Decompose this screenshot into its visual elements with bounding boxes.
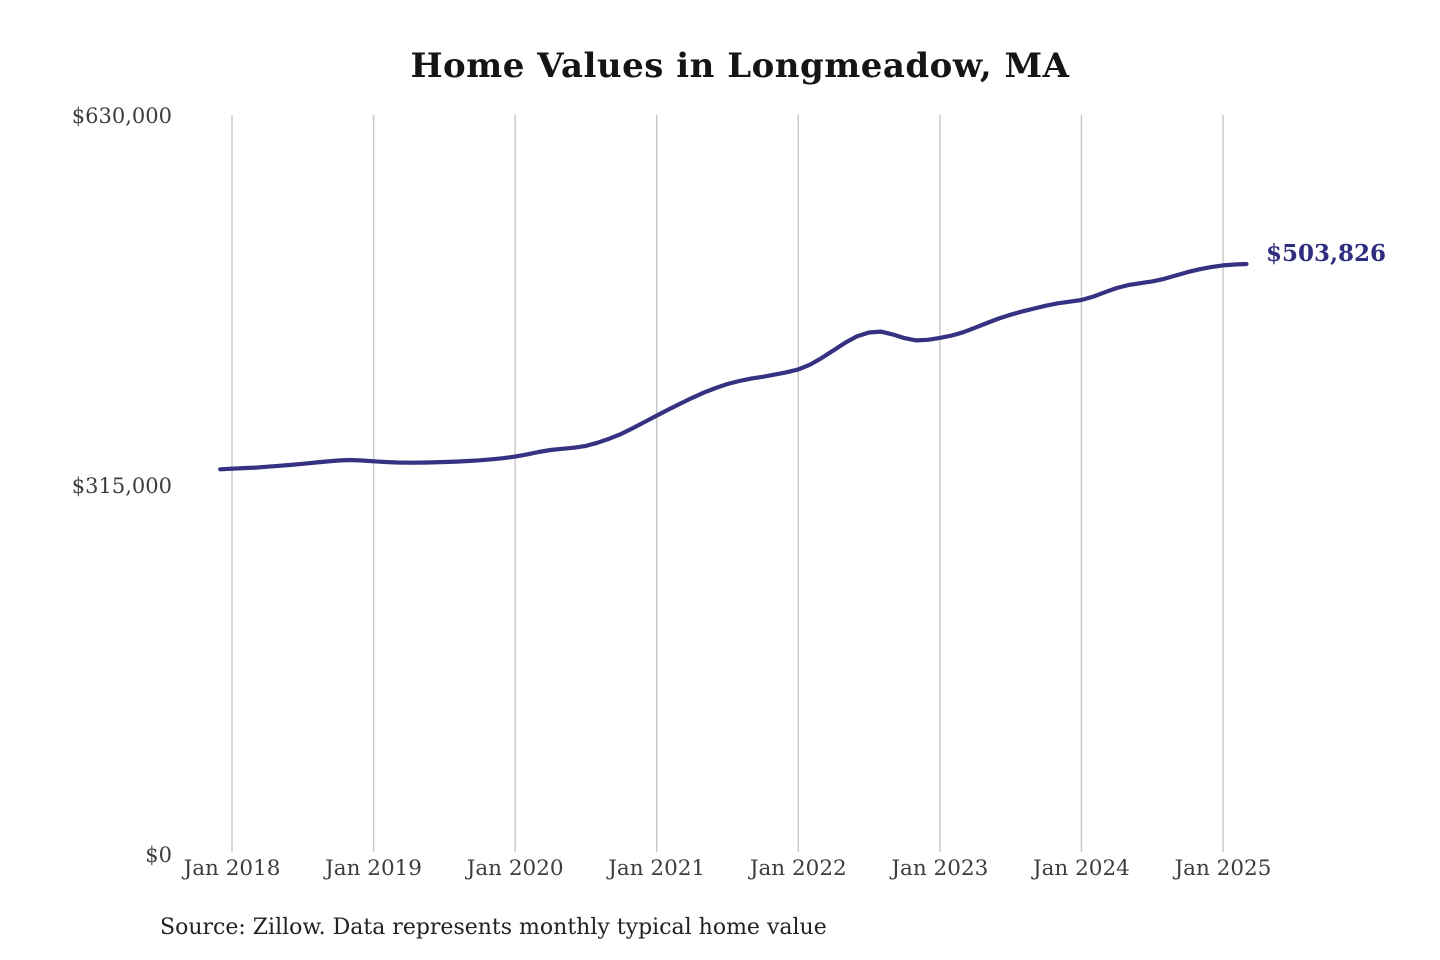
x-tick-label: Jan 2022 [749,856,847,881]
y-tick-label: $630,000 [71,104,172,128]
x-tick-label: Jan 2018 [183,856,281,881]
y-tick-label: $0 [145,843,172,867]
source-note: Source: Zillow. Data represents monthly … [160,915,827,940]
x-tick-label: Jan 2024 [1033,856,1130,881]
chart-title: Home Values in Longmeadow, MA [410,46,1070,86]
y-tick-label: $315,000 [71,473,172,498]
latest-value-label: $503,826 [1266,240,1387,267]
x-tick-label: Jan 2021 [608,856,706,881]
home-value-line [218,261,1249,472]
x-tick-label: Jan 2023 [891,856,989,881]
x-tick-label: Jan 2019 [325,856,422,881]
x-tick-label: Jan 2020 [466,856,564,881]
x-tick-label: Jan 2025 [1174,856,1272,881]
